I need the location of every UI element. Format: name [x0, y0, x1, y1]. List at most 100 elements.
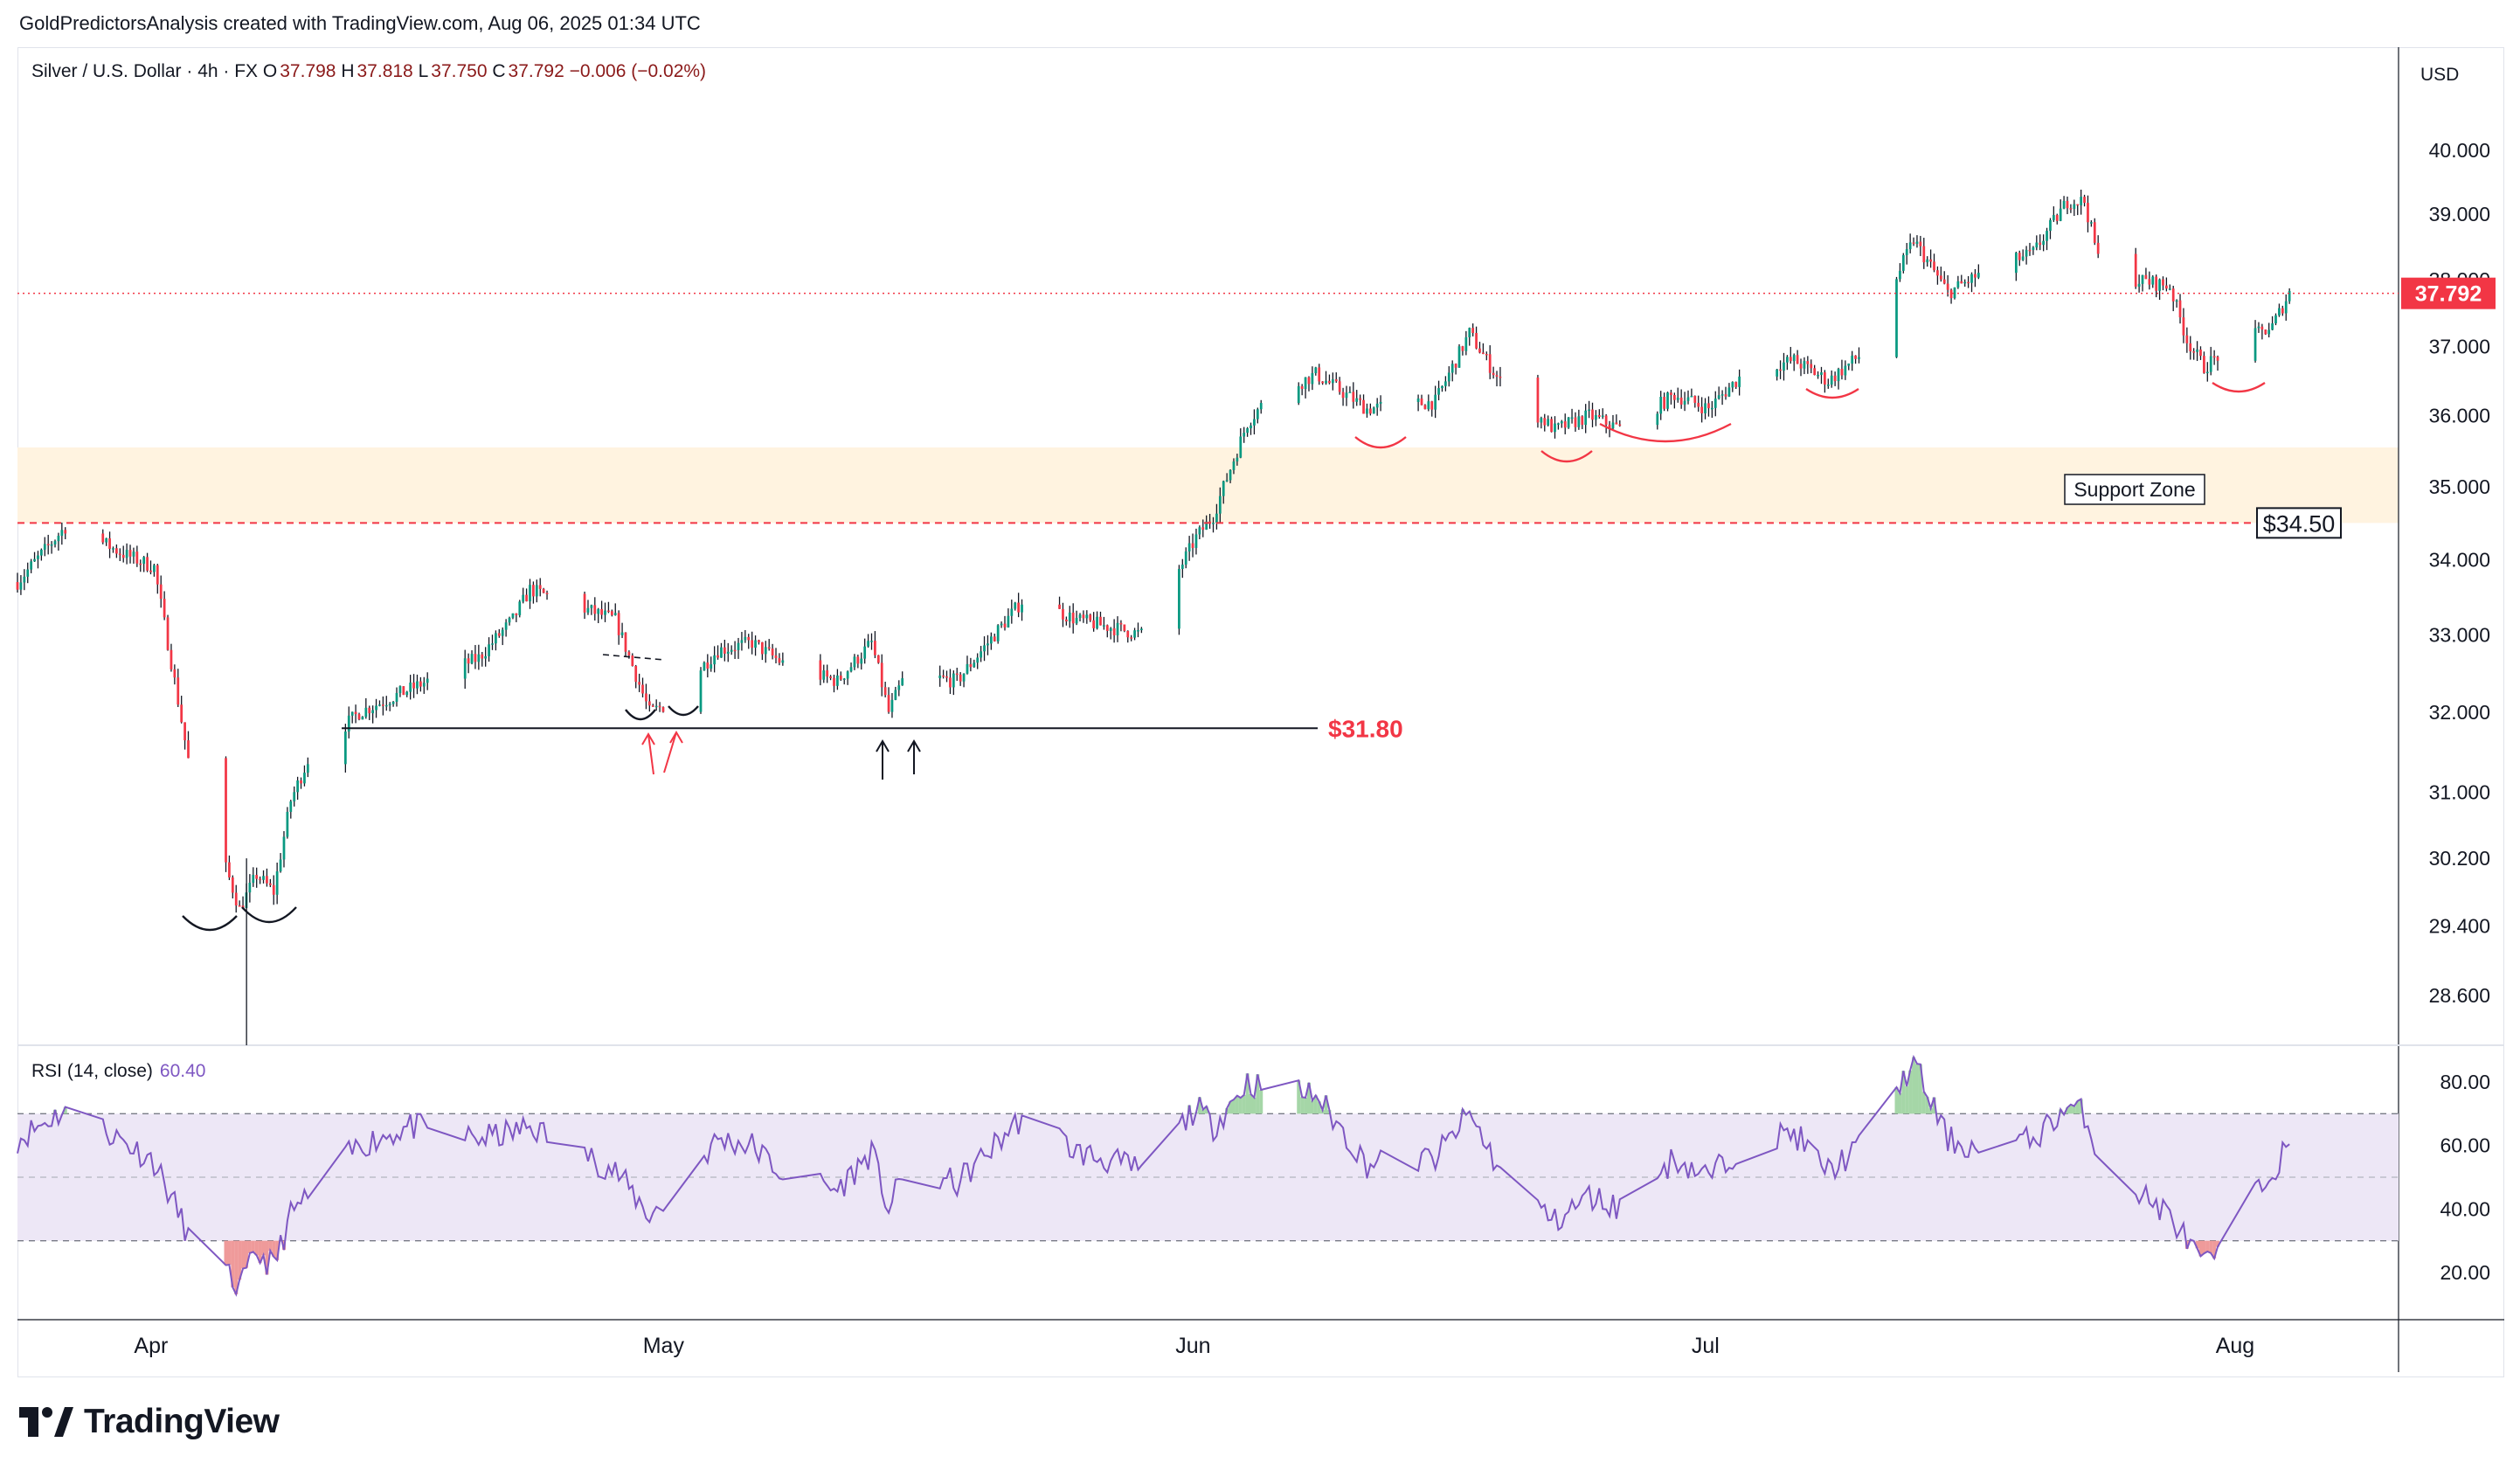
candle-body [402, 686, 405, 696]
candle-body [1560, 421, 1563, 424]
candle-body [112, 548, 114, 550]
candle-body [412, 682, 415, 689]
candle-body [1939, 275, 1942, 280]
currency-label[interactable]: USD [2420, 65, 2460, 85]
candle-body [1058, 604, 1061, 609]
candle-body [252, 875, 255, 884]
candle-body [180, 704, 183, 723]
symbol-legend[interactable]: Silver / U.S. Dollar · 4h · FX O 37.798 H… [31, 61, 706, 82]
candle-body [1679, 397, 1683, 405]
candle-body [33, 558, 36, 562]
candle-body [419, 681, 422, 687]
candle-body [275, 871, 279, 895]
candle-body [121, 554, 125, 558]
candle-body [1375, 403, 1379, 408]
candle-body [1547, 419, 1550, 426]
candle-body [962, 673, 966, 682]
candle-body [2209, 356, 2212, 372]
candle-body [306, 764, 309, 773]
candle-body [1858, 357, 1860, 359]
candle-body [1082, 614, 1085, 619]
candle-body [495, 633, 497, 644]
candle-body [2260, 326, 2264, 330]
candle-body [1704, 403, 1707, 413]
candle-body [989, 636, 993, 644]
candle-body [2267, 329, 2271, 335]
last-price-text: 37.792 [2415, 282, 2482, 307]
candle-body [1243, 433, 1246, 437]
candle-body [1666, 392, 1669, 409]
level-label-3450: $34.50 [2263, 510, 2336, 537]
candle-body [2189, 343, 2192, 352]
candle-body [1543, 418, 1547, 426]
candle-body [730, 649, 733, 652]
candle-body [1140, 628, 1143, 631]
candle-body [300, 780, 302, 784]
high-label: H [341, 61, 355, 81]
candle-body [1372, 407, 1375, 414]
rsi-legend[interactable]: RSI (14, close) 60.40 [31, 1061, 205, 1082]
candle-body [135, 551, 139, 564]
candle-body [262, 876, 265, 880]
candle-body [1416, 398, 1420, 402]
candle-body [1062, 608, 1064, 620]
candle-body [303, 773, 306, 784]
candle-body [1021, 604, 1023, 613]
candle-body [2205, 371, 2209, 374]
candle-body [720, 647, 723, 658]
candle-body [1738, 376, 1741, 387]
candle-body [1713, 399, 1717, 408]
candle-body [234, 892, 238, 906]
rounded-bottom-arc [1354, 436, 1407, 449]
candle-body [491, 643, 494, 645]
candle-body [1471, 328, 1475, 333]
candle-body [511, 613, 515, 618]
candle-body [1085, 614, 1089, 619]
candle-body [484, 655, 488, 659]
price-tick-label: 40.000 [2429, 139, 2490, 162]
candle-body [2087, 203, 2089, 223]
candle-body [1297, 385, 1300, 404]
candle-body [272, 884, 275, 895]
candle-body [781, 660, 785, 663]
candle-body [993, 636, 996, 641]
candle-body [1187, 543, 1191, 551]
candle-body [384, 704, 388, 707]
candle-body [1338, 381, 1341, 392]
candle-body [1250, 425, 1252, 429]
rsi-line [17, 1054, 2290, 1297]
candle-body [2032, 247, 2035, 251]
candle-body [1824, 372, 1826, 385]
candle-body [1341, 392, 1345, 399]
candle-body [1246, 428, 1249, 433]
candle-body [146, 557, 149, 571]
candle-body [1345, 392, 1348, 399]
candle-body [1803, 361, 1806, 369]
candle-body [1205, 521, 1208, 530]
candle-body [354, 711, 357, 715]
candle-body [1222, 481, 1225, 496]
candle-body [382, 704, 384, 706]
candle-body [1010, 608, 1014, 616]
candle-body [1130, 637, 1133, 639]
candle-body [1656, 413, 1659, 426]
candle-body [1963, 281, 1967, 284]
candle-body [1974, 274, 1977, 278]
candle-body [764, 647, 767, 655]
low-value: 37.750 [431, 61, 488, 81]
candle-body [378, 704, 381, 706]
candle-body [1851, 355, 1854, 364]
candle-body [361, 717, 364, 720]
candle-body [819, 660, 822, 680]
candle-body [586, 607, 590, 613]
tradingview-logo[interactable]: TradingView [19, 1403, 280, 1441]
candle-body [2083, 197, 2086, 204]
candle-body [1007, 615, 1010, 628]
candle-body [1359, 398, 1361, 400]
candle-body [2274, 315, 2277, 323]
candle-body [1184, 551, 1187, 565]
tradingview-logo-icon [19, 1407, 73, 1437]
candle-body [1833, 375, 1837, 382]
candle-body [1218, 496, 1222, 514]
